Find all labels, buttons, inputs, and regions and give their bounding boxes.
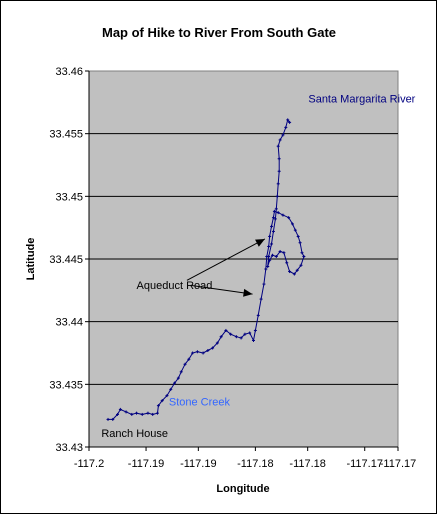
x-tick-label: -117.18 [289,458,326,470]
series-line [108,118,305,420]
x-tick-label: -117.18 [237,458,274,470]
x-tick-label: -117.19 [180,458,217,470]
x-tick-label: -117.2 [74,458,104,470]
annotation-label: Stone Creek [169,397,231,409]
annotation-arrow [186,238,266,281]
y-tick-label: 33.435 [49,379,83,391]
arrows-group [186,238,266,297]
annotation-label: Santa Margarita River [308,93,415,105]
y-tick-label: 33.46 [55,66,83,78]
chart-title: Map of Hike to River From South Gate [102,25,336,40]
y-tick-label: 33.45 [55,191,83,203]
arrow-head [255,238,265,247]
y-tick-label: 33.44 [55,317,83,329]
x-tick-label: -117.17 [346,458,383,470]
series-group [106,118,306,421]
annotation-arrow [190,284,253,295]
annotation-label: Ranch House [101,428,168,440]
y-axis-title: Latitude [25,238,37,281]
gridlines [89,133,398,385]
x-axis-ticks: -117.2 -117.19 -117.19 -117.18 -117.18 -117.1… [74,447,416,470]
arrow-head [243,288,253,297]
x-axis-title: Longitude [216,483,269,495]
x-tick-label: -117.19 [128,458,165,470]
x-tick-label: -117.17 [380,458,417,470]
y-axis-ticks: 33.43 33.435 33.44 33.445 33.45 33.455 33.46 [49,66,89,454]
annotation-label: Aqueduct Road [137,280,213,292]
y-tick-label: 33.445 [49,254,83,266]
y-tick-label: 33.455 [49,129,83,141]
annotations-group: Santa Margarita River Stone Creek Ranch Ho… [101,93,415,440]
y-tick-label: 33.43 [55,442,83,454]
